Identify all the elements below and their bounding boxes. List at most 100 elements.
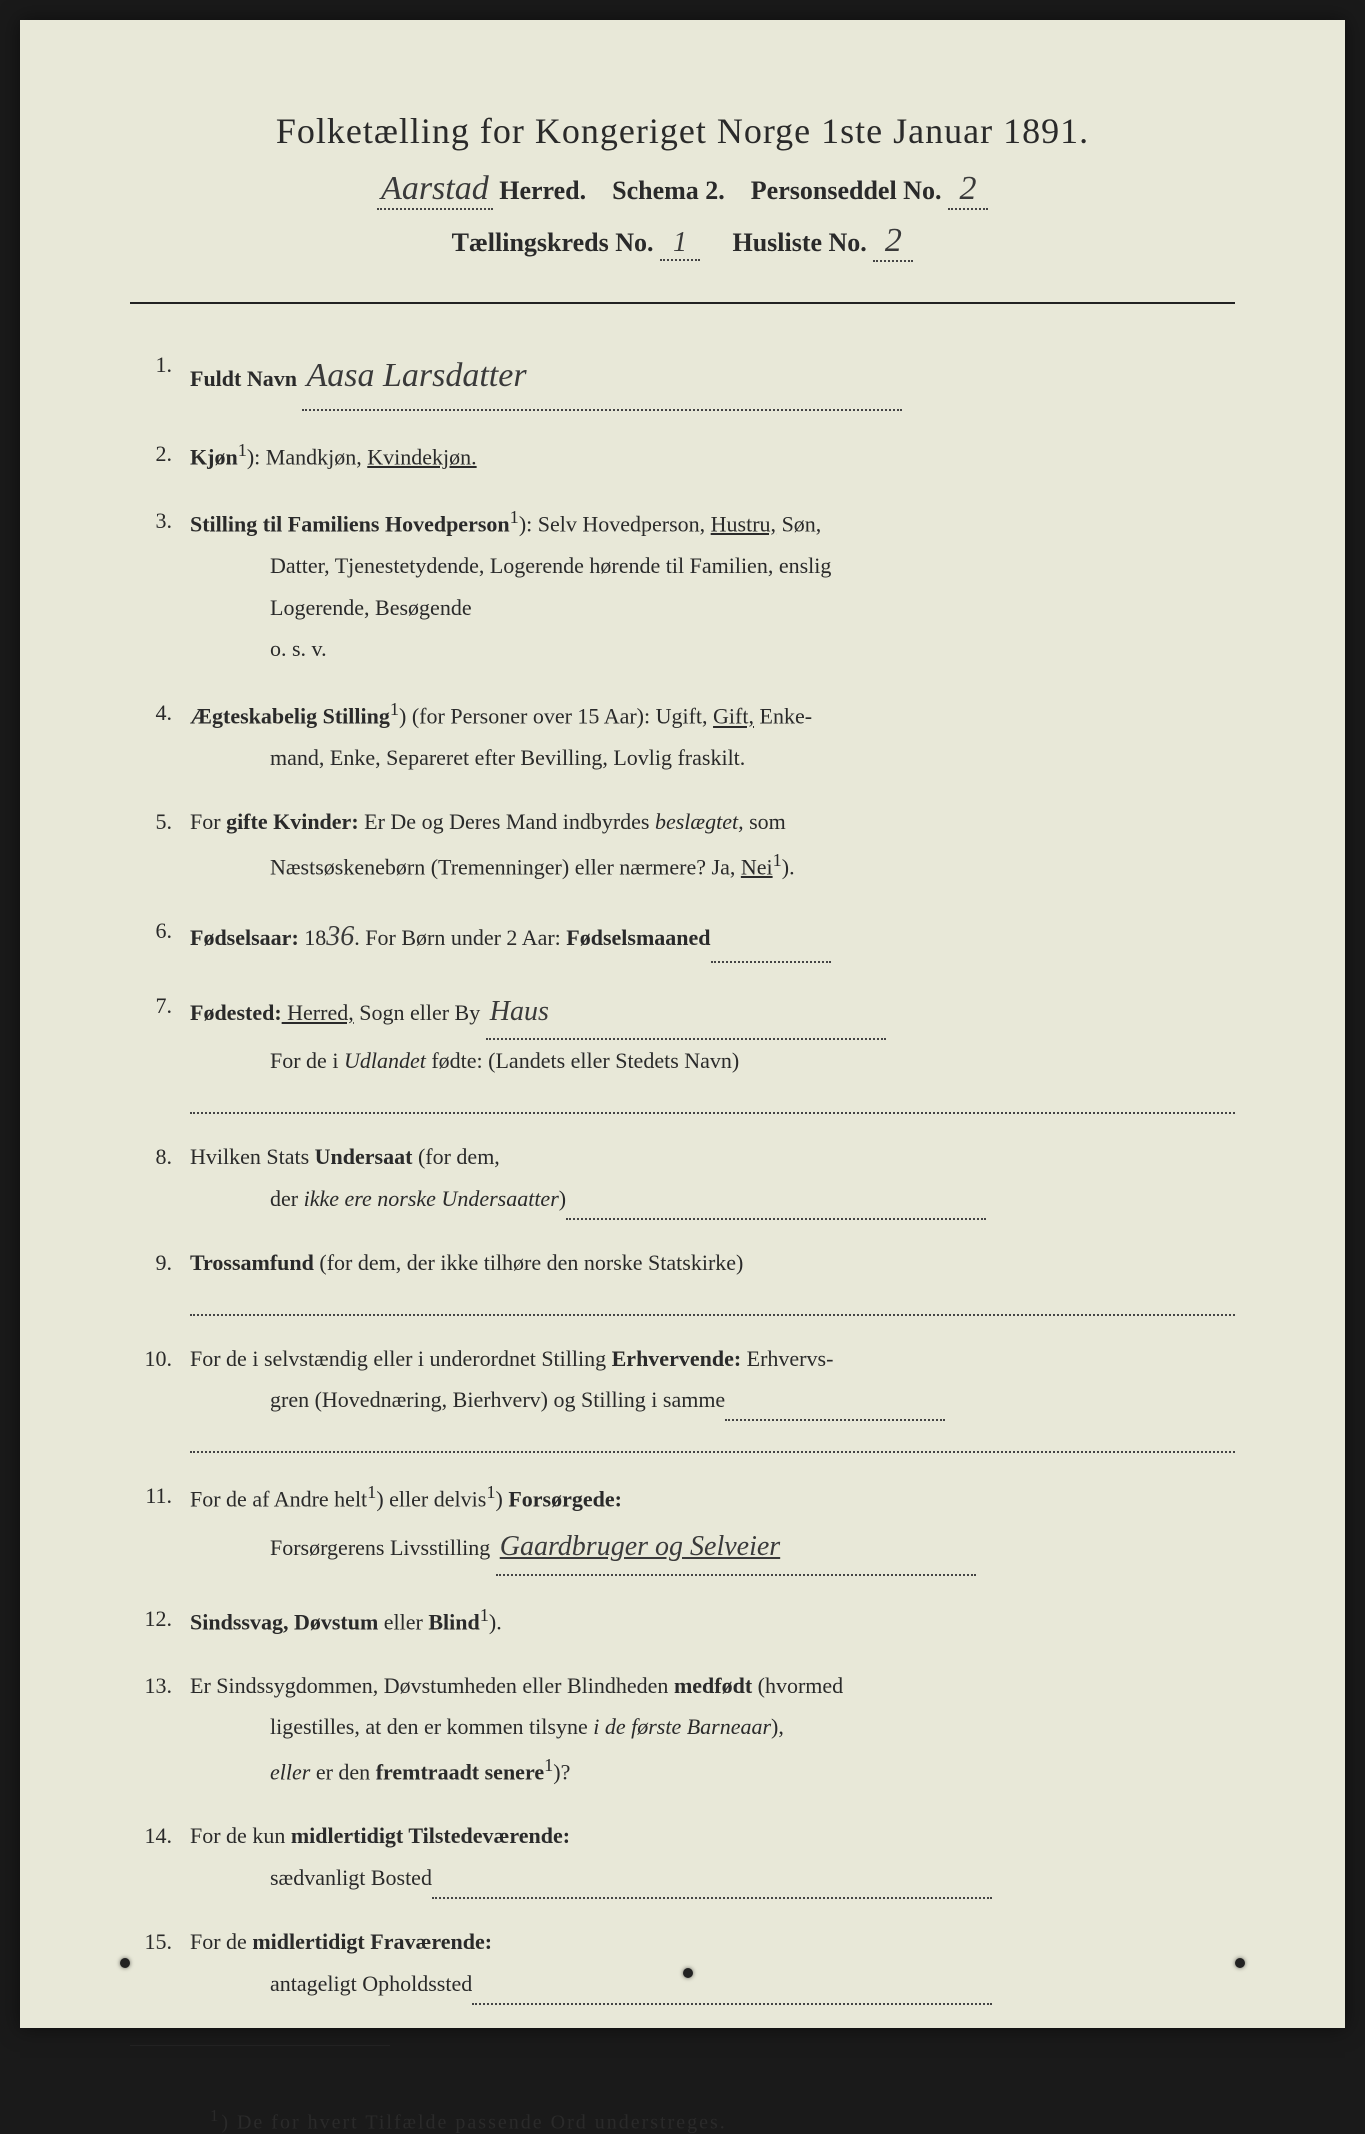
q10-content: For de i selvstændig eller i underordnet… xyxy=(190,1338,1235,1454)
q2-content: Kjøn1): Mandkjøn, Kvindekjøn. xyxy=(190,433,1235,478)
q15-num: 15. xyxy=(130,1921,190,2005)
q7-underlined: Herred, xyxy=(282,1000,354,1025)
q13-line3a: eller xyxy=(270,1760,310,1785)
q10-num: 10. xyxy=(130,1338,190,1454)
q4: 4. Ægteskabelig Stilling1) (for Personer… xyxy=(130,692,1235,779)
q12-end: ). xyxy=(489,1609,502,1634)
q1: 1. Fuldt Navn Aasa Larsdatter xyxy=(130,344,1235,411)
q10-rest: Erhvervs- xyxy=(741,1346,833,1371)
q7-num: 7. xyxy=(130,985,190,1114)
q6-bold2: Fødselsmaaned xyxy=(566,925,710,950)
q15: 15. For de midlertidigt Fraværende: anta… xyxy=(130,1921,1235,2005)
q11-line2: Forsørgerens Livsstilling Gaardbruger og… xyxy=(190,1520,1235,1575)
husliste-no: 2 xyxy=(873,222,913,262)
q6-content: Fødselsaar: 1836. For Børn under 2 Aar: … xyxy=(190,910,1235,963)
q9-num: 9. xyxy=(130,1242,190,1316)
q11-num: 11. xyxy=(130,1475,190,1575)
form-header: Folketælling for Kongeriget Norge 1ste J… xyxy=(130,110,1235,262)
schema-label: Schema 2. xyxy=(612,176,725,205)
q8: 8. Hvilken Stats Undersaat (for dem, der… xyxy=(130,1136,1235,1220)
q3-sup: 1 xyxy=(510,507,519,527)
q6-prefix: 18 xyxy=(299,925,327,950)
q12: 12. Sindssvag, Døvstum eller Blind1). xyxy=(130,1598,1235,1643)
q3-num: 3. xyxy=(130,500,190,671)
q12-content: Sindssvag, Døvstum eller Blind1). xyxy=(190,1598,1235,1643)
q3-line2: Datter, Tjenestetydende, Logerende høren… xyxy=(190,545,1235,587)
q2-num: 2. xyxy=(130,433,190,478)
q5-line2: Næstsøskenebørn (Tremenninger) eller nær… xyxy=(190,843,1235,888)
q11-content: For de af Andre helt1) eller delvis1) Fo… xyxy=(190,1475,1235,1575)
q10: 10. For de i selvstændig eller i underor… xyxy=(130,1338,1235,1454)
q1-num: 1. xyxy=(130,344,190,411)
q12-bold2: Blind xyxy=(428,1609,479,1634)
q10-line2-text: gren (Hovednæring, Bierhverv) og Stillin… xyxy=(270,1387,725,1412)
q11-text3: ) xyxy=(495,1487,508,1512)
q13: 13. Er Sindssygdommen, Døvstumheden elle… xyxy=(130,1665,1235,1794)
q8-fill xyxy=(566,1193,986,1219)
personseddel-label: Personseddel No. xyxy=(751,176,942,205)
kreds-no: 1 xyxy=(660,227,700,261)
q12-num: 12. xyxy=(130,1598,190,1643)
q15-fill xyxy=(472,1978,992,2004)
q3-rest1: ): Selv Hovedperson, xyxy=(519,511,711,536)
q13-bold1: medfødt xyxy=(674,1673,752,1698)
q5-rest1: Er De og Deres Mand indbyrdes xyxy=(359,809,655,834)
q5-num: 5. xyxy=(130,801,190,888)
q3: 3. Stilling til Familiens Hovedperson1):… xyxy=(130,500,1235,671)
q8-rest: (for dem, xyxy=(412,1144,499,1169)
q1-label: Fuldt Navn xyxy=(190,366,297,391)
q3-underlined: Hustru, xyxy=(711,511,776,536)
q5-underlined: Nei xyxy=(741,854,773,879)
q10-fill1 xyxy=(725,1395,945,1421)
q3-content: Stilling til Familiens Hovedperson1): Se… xyxy=(190,500,1235,671)
q5-italic: beslægtet, xyxy=(655,809,744,834)
q14-content: For de kun midlertidigt Tilstedeværende:… xyxy=(190,1815,1235,1899)
q8-italic: ikke ere norske Undersaatter xyxy=(304,1186,559,1211)
q7-line2a: For de i xyxy=(270,1048,344,1073)
pin-icon xyxy=(120,1958,130,1968)
q5-text1: For xyxy=(190,809,226,834)
q5-line2b: ). xyxy=(782,854,795,879)
footnote: 1) De for hvert Tilfælde passende Ord un… xyxy=(130,2106,1235,2134)
q8-line2b: ) xyxy=(559,1186,566,1211)
q4-rest1: ) (for Personer over 15 Aar): Ugift, xyxy=(399,704,713,729)
q10-bold: Erhvervende: xyxy=(612,1346,742,1371)
footnote-rule xyxy=(130,2045,390,2046)
q15-line2: antageligt Opholdssted xyxy=(190,1963,1235,2005)
q2-rest: ): Mandkjøn, xyxy=(247,444,367,469)
q7-rest1: Sogn eller By xyxy=(354,1000,481,1025)
q13-sup: 1 xyxy=(544,1755,553,1775)
questions-block: 1. Fuldt Navn Aasa Larsdatter 2. Kjøn1):… xyxy=(130,344,1235,2005)
q9-content: Trossamfund (for dem, der ikke tilhøre d… xyxy=(190,1242,1235,1316)
pin-icon xyxy=(683,1968,693,1978)
q9-fill xyxy=(190,1290,1235,1316)
form-title: Folketælling for Kongeriget Norge 1ste J… xyxy=(130,110,1235,152)
q13-line3b: er den xyxy=(310,1760,375,1785)
herred-label: Herred. xyxy=(499,176,586,205)
q11: 11. For de af Andre helt1) eller delvis1… xyxy=(130,1475,1235,1575)
q5-sup: 1 xyxy=(773,850,782,870)
q1-value: Aasa Larsdatter xyxy=(302,344,902,411)
q7-content: Fødested: Herred, Sogn eller By Haus For… xyxy=(190,985,1235,1114)
q7-fill xyxy=(190,1088,1235,1114)
q13-rest1: (hvormed xyxy=(752,1673,843,1698)
q13-num: 13. xyxy=(130,1665,190,1794)
q7: 7. Fødested: Herred, Sogn eller By Haus … xyxy=(130,985,1235,1114)
header-rule xyxy=(130,302,1235,304)
q4-label: Ægteskabelig Stilling xyxy=(190,704,390,729)
q9-rest: (for dem, der ikke tilhøre den norske St… xyxy=(314,1250,743,1275)
q8-line2: der ikke ere norske Undersaatter) xyxy=(190,1178,1235,1220)
q5-rest2: som xyxy=(744,809,786,834)
q6: 6. Fødselsaar: 1836. For Børn under 2 Aa… xyxy=(130,910,1235,963)
q13-italic1: i de første Barneaar xyxy=(593,1714,771,1739)
q11-sup1: 1 xyxy=(367,1482,376,1502)
q13-line2a: ligestilles, at den er kommen tilsyne xyxy=(270,1714,593,1739)
q4-underlined: Gift, xyxy=(713,704,754,729)
q4-num: 4. xyxy=(130,692,190,779)
q5-bold1: gifte Kvinder: xyxy=(226,809,359,834)
q11-text1: For de af Andre helt xyxy=(190,1487,367,1512)
q12-label: Sindssvag, Døvstum xyxy=(190,1609,378,1634)
q13-line3c: )? xyxy=(553,1760,570,1785)
q4-line2: mand, Enke, Separeret efter Bevilling, L… xyxy=(190,737,1235,779)
q7-value: Haus xyxy=(486,985,886,1040)
